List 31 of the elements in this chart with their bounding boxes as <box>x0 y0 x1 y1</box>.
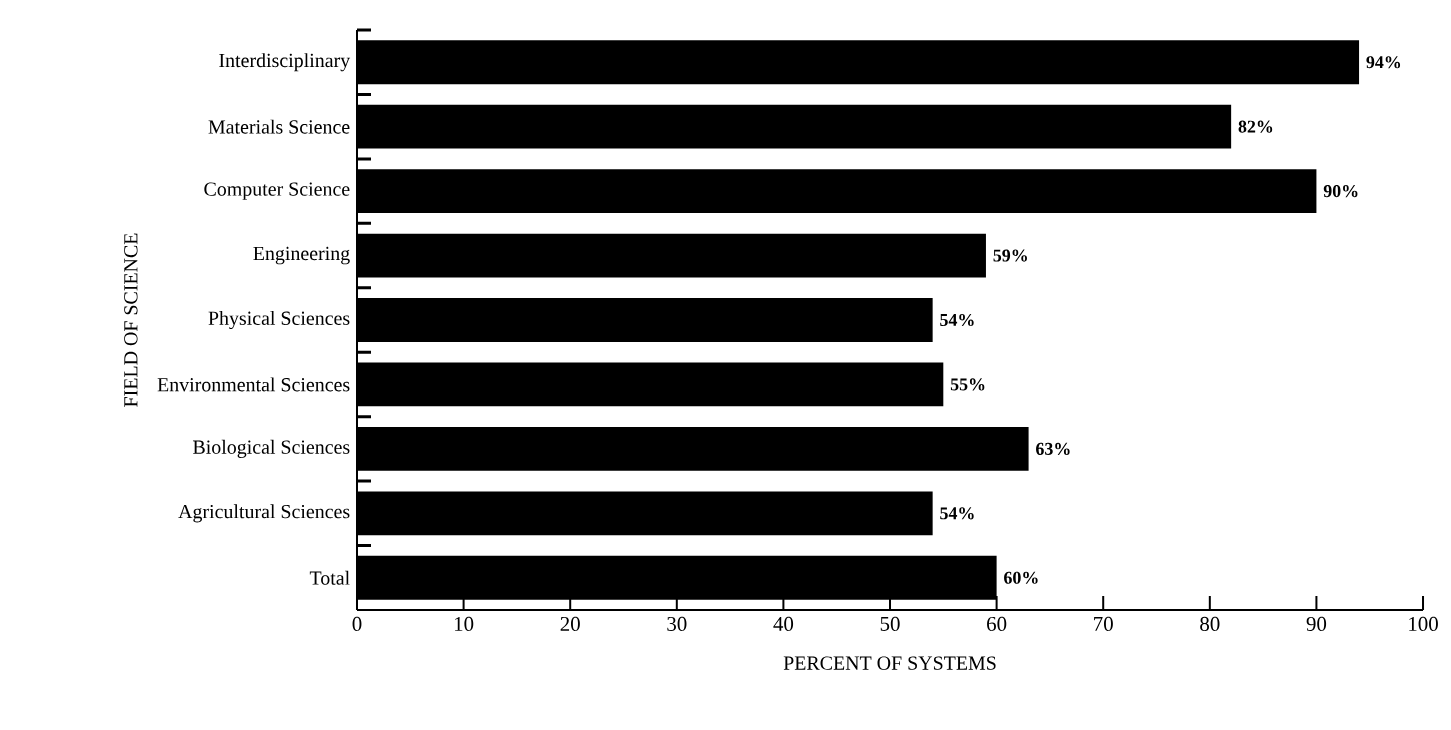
x-tick-label: 20 <box>560 616 580 631</box>
y-tick-label: Interdisciplinary <box>219 53 351 72</box>
y-tick-label: Materials Science <box>208 119 350 134</box>
y-tick-label: Agricultural Sciences <box>178 504 350 523</box>
x-tick-label: 80 <box>1200 616 1220 631</box>
data-label: 82% <box>1238 120 1273 133</box>
data-label: 59% <box>993 249 1027 262</box>
data-label: 60% <box>1004 571 1038 584</box>
data-label: 54% <box>940 507 974 520</box>
x-tick-label: 90 <box>1306 616 1327 631</box>
x-tick-label: 50 <box>880 616 900 631</box>
x-tick-label: 60 <box>987 616 1007 631</box>
x-axis-title: PERCENT OF SYSTEMS <box>783 656 996 670</box>
data-label: 54% <box>940 313 974 327</box>
y-tick-label: Total <box>309 570 350 585</box>
x-tick-label: 0 <box>352 616 362 631</box>
x-tick-label: 30 <box>667 616 687 631</box>
y-tick-label: Environmental Sciences <box>157 377 350 392</box>
y-tick-label: Biological Sciences <box>193 439 350 458</box>
x-tick-label: 100 <box>1409 616 1438 631</box>
y-tick-label: Engineering <box>253 246 350 265</box>
x-tick-label: 10 <box>454 616 474 631</box>
x-tick-label: 40 <box>773 616 794 631</box>
y-axis-title: FIELD OF SCIENCE <box>124 233 138 407</box>
data-label: 90% <box>1323 185 1358 198</box>
y-tick-label: Computer Science <box>204 182 350 200</box>
data-label: 94% <box>1366 56 1401 69</box>
y-tick-label: Physical Sciences <box>208 310 350 330</box>
x-tick-label: 70 <box>1094 616 1113 631</box>
data-label: 55% <box>950 378 985 391</box>
data-label: 63% <box>1036 442 1070 455</box>
